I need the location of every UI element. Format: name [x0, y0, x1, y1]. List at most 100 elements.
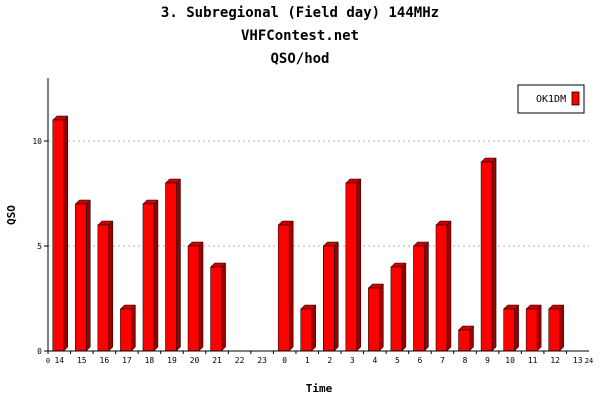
bar-side	[536, 304, 542, 352]
x-tick-label: 4	[372, 356, 377, 365]
bar	[548, 304, 565, 352]
bar-side	[288, 220, 294, 352]
x-edge-label: 24	[585, 357, 593, 365]
bar-side	[514, 304, 519, 352]
x-axis-label: Time	[306, 382, 333, 395]
bar	[322, 241, 339, 352]
x-tick-label: 2	[327, 356, 332, 365]
x-tick-label: 20	[190, 356, 200, 365]
bar-front	[210, 266, 222, 352]
bar-front	[345, 182, 358, 352]
bar	[97, 220, 114, 352]
y-tick-label: 10	[32, 137, 42, 146]
bar-front	[142, 203, 155, 352]
bar-side	[401, 262, 407, 352]
bar-side	[334, 241, 339, 352]
bar-front	[548, 308, 560, 352]
x-tick-label: 23	[257, 356, 267, 365]
bar	[480, 157, 497, 352]
x-tick-label: 9	[485, 356, 490, 365]
bar-side	[131, 304, 136, 352]
x-edge-label: 0	[46, 357, 50, 365]
bar-front	[458, 329, 470, 352]
bar-side	[198, 241, 204, 352]
bar	[142, 199, 159, 352]
bar	[209, 262, 227, 352]
bar-front	[97, 224, 110, 352]
legend: OK1DM	[517, 84, 585, 114]
bar	[164, 178, 182, 352]
bar-side	[491, 157, 497, 352]
bar	[119, 304, 136, 352]
bar-front	[277, 224, 290, 352]
bar-front	[187, 245, 200, 352]
axes	[44, 78, 589, 354]
bar-front	[480, 161, 493, 352]
bar-side	[356, 178, 362, 352]
x-tick-label: 19	[167, 356, 177, 365]
bar	[187, 241, 204, 352]
bar-front	[300, 308, 312, 352]
bars	[52, 115, 565, 352]
bar-side	[221, 262, 226, 352]
bar	[390, 262, 407, 352]
x-tick-label: 15	[77, 356, 87, 365]
bar-side	[311, 304, 316, 352]
bar-front	[525, 308, 538, 352]
bar	[503, 304, 520, 352]
bar-front	[435, 224, 448, 352]
chart-subtitle: VHFContest.net	[240, 28, 359, 44]
x-tick-label: 1	[305, 356, 310, 365]
bar-side	[379, 283, 384, 352]
bar	[300, 304, 317, 352]
bar	[525, 304, 542, 352]
legend-swatch	[571, 91, 580, 106]
bar-front	[52, 119, 65, 352]
bar-front	[323, 245, 335, 352]
bar-side	[86, 199, 91, 352]
x-tick-label: 11	[528, 356, 538, 365]
bar-side	[424, 241, 429, 352]
x-tick-label: 22	[235, 356, 245, 365]
chart-caption: QSO/hod	[270, 51, 330, 67]
x-tick-label: 3	[350, 356, 355, 365]
bar-front	[390, 266, 403, 352]
bar	[457, 325, 475, 352]
x-tick-label: 16	[100, 356, 110, 365]
bar-side	[176, 178, 181, 352]
bar	[435, 220, 452, 352]
x-tick-label: 6	[418, 356, 423, 365]
bar-front	[413, 245, 425, 352]
x-tick-label: 8	[463, 356, 468, 365]
bar	[345, 178, 362, 352]
x-tick-label: 14	[54, 356, 64, 365]
x-tick-label: 12	[550, 356, 560, 365]
bar-side	[446, 220, 452, 352]
bar-front	[165, 182, 177, 352]
y-tick-label: 0	[37, 347, 42, 356]
x-tick-label: 5	[395, 356, 400, 365]
bar-front	[75, 203, 87, 352]
bar-front	[120, 308, 132, 352]
bar	[277, 220, 294, 352]
bar-front	[368, 287, 380, 352]
y-tick-label: 5	[37, 242, 42, 251]
bar	[52, 115, 69, 352]
bar-side	[108, 220, 114, 352]
x-tick-label: 18	[145, 356, 155, 365]
x-tick-label: 17	[122, 356, 132, 365]
x-tick-label: 13	[573, 356, 583, 365]
legend-label: OK1DM	[536, 94, 566, 105]
x-tick-label: 7	[440, 356, 445, 365]
bar	[412, 241, 430, 352]
y-axis-label: QSO	[5, 205, 18, 225]
x-tick-label: 0	[282, 356, 287, 365]
bar-side	[559, 304, 564, 352]
bar-front	[503, 308, 515, 352]
bar-side	[63, 115, 69, 352]
bar	[367, 283, 384, 352]
chart-title: 3. Subregional (Field day) 144MHz	[160, 5, 440, 21]
bar	[74, 199, 91, 352]
bar-side	[153, 199, 159, 352]
